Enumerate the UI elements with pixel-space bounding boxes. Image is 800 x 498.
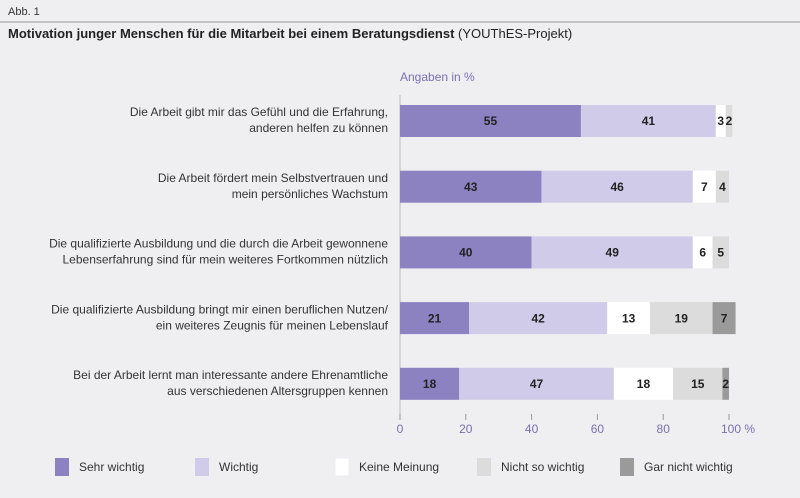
- bar-segment: [692, 236, 713, 269]
- legend-swatch: [334, 457, 350, 477]
- bar-segment: [692, 170, 716, 203]
- bar-segment: [400, 170, 542, 203]
- value-label: 21: [428, 311, 442, 325]
- legend-swatch: [195, 458, 209, 476]
- category-label: anderen helfen zu können: [249, 121, 388, 135]
- legend-swatch: [55, 458, 69, 476]
- axis-label: Angaben in %: [400, 70, 475, 84]
- bar-segment: [607, 302, 651, 335]
- value-label: 46: [610, 180, 624, 194]
- value-label: 2: [722, 377, 729, 391]
- category-label: mein persönliches Wachstum: [232, 187, 388, 201]
- bar-segment: [400, 236, 532, 269]
- bar-segment: [580, 105, 716, 137]
- value-label: 6: [699, 246, 706, 260]
- value-label: 43: [464, 180, 478, 194]
- value-label: 2: [726, 114, 733, 128]
- value-label: 40: [459, 246, 473, 260]
- bar-segment: [400, 302, 470, 335]
- value-label: 18: [423, 377, 437, 391]
- value-label: 49: [606, 246, 620, 260]
- legend-label: Nicht so wichtig: [501, 460, 584, 474]
- legend-label: Keine Meinung: [359, 460, 439, 474]
- category-label: ein weiteres Zeugnis für meinen Lebensla…: [156, 318, 389, 332]
- value-label: 7: [701, 180, 708, 194]
- title: Motivation junger Menschen für die Mitar…: [8, 26, 455, 41]
- legend-label: Sehr wichtig: [79, 460, 144, 474]
- value-label: 55: [484, 114, 498, 128]
- category-label: Die Arbeit gibt mir das Gefühl und die E…: [130, 105, 388, 119]
- category-label: Bei der Arbeit lernt man interessante an…: [73, 368, 388, 382]
- x-tick-label: 60: [591, 422, 605, 436]
- x-tick-label: 20: [459, 422, 473, 436]
- category-label: Die Arbeit fördert mein Selbstvertrauen …: [158, 171, 388, 185]
- x-tick-label: 80: [657, 422, 671, 436]
- value-label: 4: [719, 180, 726, 194]
- bar-segment: [715, 170, 729, 203]
- value-label: 41: [642, 114, 656, 128]
- value-label: 7: [721, 311, 728, 325]
- category-label: Die qualifizierte Ausbildung bringt mir …: [51, 302, 389, 316]
- bar-segment: [469, 302, 608, 335]
- bar-segment: [459, 367, 614, 400]
- bar-segment: [712, 302, 736, 335]
- value-label: 42: [532, 311, 546, 325]
- category-label: Die qualifizierte Ausbildung und die dur…: [49, 237, 388, 251]
- category-label: Lebenserfahrung sind für mein weiteres F…: [63, 253, 389, 267]
- category-label: aus verschiedenen Altersgruppen kennen: [167, 384, 388, 398]
- x-tick-label: 0: [397, 422, 404, 436]
- value-label: 47: [530, 377, 544, 391]
- bar-segment: [673, 367, 723, 400]
- subtitle: (YOUThES-Projekt): [458, 26, 572, 41]
- figure-number: Abb. 1: [8, 6, 40, 18]
- bar-segment: [400, 105, 581, 137]
- value-label: 18: [637, 377, 651, 391]
- value-label: 13: [622, 311, 636, 325]
- bar-segment: [541, 170, 693, 203]
- x-tick-label: 100 %: [721, 422, 755, 436]
- x-tick-label: 40: [525, 422, 539, 436]
- bar-segment: [650, 302, 713, 335]
- value-label: 19: [675, 311, 689, 325]
- chart-title: Motivation junger Menschen für die Mitar…: [8, 26, 572, 41]
- bar-segment: [531, 236, 693, 269]
- bar-segment: [400, 367, 460, 400]
- bar-segment: [712, 236, 729, 269]
- bar-segment: [715, 105, 726, 137]
- value-label: 3: [717, 114, 724, 128]
- value-label: 5: [717, 246, 724, 260]
- legend-label: Gar nicht wichtig: [644, 460, 733, 474]
- bar-segment: [613, 367, 674, 400]
- legend-label: Wichtig: [219, 460, 258, 474]
- bar-segment: [722, 367, 729, 400]
- legend-swatch: [620, 458, 634, 476]
- value-label: 15: [691, 377, 705, 391]
- bar-segment: [725, 105, 733, 137]
- legend-swatch: [477, 458, 491, 476]
